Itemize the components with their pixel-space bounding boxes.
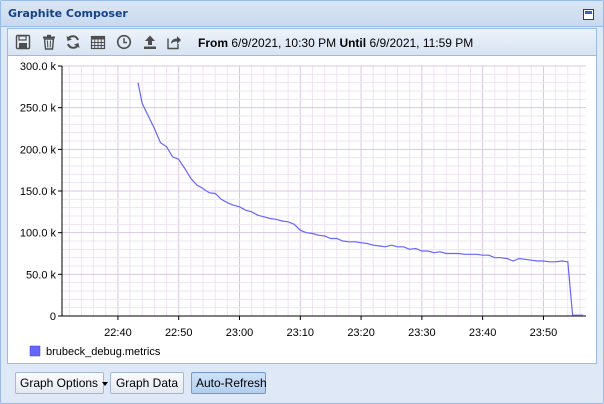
x-tick-label: 23:30 [408, 327, 436, 339]
y-tick-label: 250.0 k [20, 103, 57, 115]
graph-options-button[interactable]: Graph Options [15, 372, 109, 394]
toolbar: From 6/9/2021, 10:30 PM Until 6/9/2021, … [7, 28, 597, 55]
calendar-icon[interactable] [90, 34, 106, 50]
line-chart: 0 50.0 k 100.0 k 150.0 k 200.0 k 250.0 k 300.0… [20, 61, 586, 358]
x-tick-label: 22:40 [104, 327, 132, 339]
y-tick-label: 50.0 k [26, 269, 56, 281]
x-tick-label: 23:40 [469, 327, 497, 339]
window-title: Graphite Composer [8, 7, 128, 20]
x-tick-label: 22:50 [165, 327, 193, 339]
graph-data-label: Graph Data [115, 376, 179, 390]
legend-swatch [29, 345, 41, 357]
x-tick-label: 23:00 [226, 327, 254, 339]
graph-options-label: Graph Options [20, 376, 99, 390]
y-tick-label: 0 [50, 311, 56, 323]
legend-label: brubeck_debug.metrics [46, 346, 161, 358]
title-bar: Graphite Composer [1, 1, 603, 27]
y-tick-label: 100.0 k [20, 228, 57, 240]
x-tick-label: 23:10 [287, 327, 315, 339]
refresh-icon[interactable] [65, 34, 81, 50]
delete-icon[interactable] [41, 34, 57, 50]
upload-icon[interactable] [142, 34, 158, 50]
collapse-icon[interactable] [583, 9, 594, 20]
auto-refresh-button[interactable]: Auto-Refresh [191, 372, 267, 394]
graph-area: 0 50.0 k 100.0 k 150.0 k 200.0 k 250.0 k 300.0… [7, 55, 597, 364]
y-tick-label: 300.0 k [20, 61, 57, 73]
y-tick-label: 200.0 k [20, 144, 57, 156]
auto-refresh-label: Auto-Refresh [196, 376, 267, 390]
x-tick-label: 23:20 [347, 327, 375, 339]
clock-icon[interactable] [116, 34, 132, 50]
chevron-down-icon [102, 381, 109, 386]
time-range[interactable]: From 6/9/2021, 10:30 PM Until 6/9/2021, … [198, 36, 473, 50]
share-icon[interactable] [166, 34, 182, 50]
until-value: 6/9/2021, 11:59 PM [369, 36, 474, 50]
graph-data-button[interactable]: Graph Data [110, 372, 184, 394]
from-label: From [198, 36, 228, 50]
x-tick-label: 23:50 [530, 327, 558, 339]
from-value: 6/9/2021, 10:30 PM [231, 36, 337, 50]
series-line [137, 82, 583, 316]
save-icon[interactable] [15, 34, 31, 50]
y-tick-label: 150.0 k [20, 186, 57, 198]
until-label: Until [339, 36, 367, 50]
